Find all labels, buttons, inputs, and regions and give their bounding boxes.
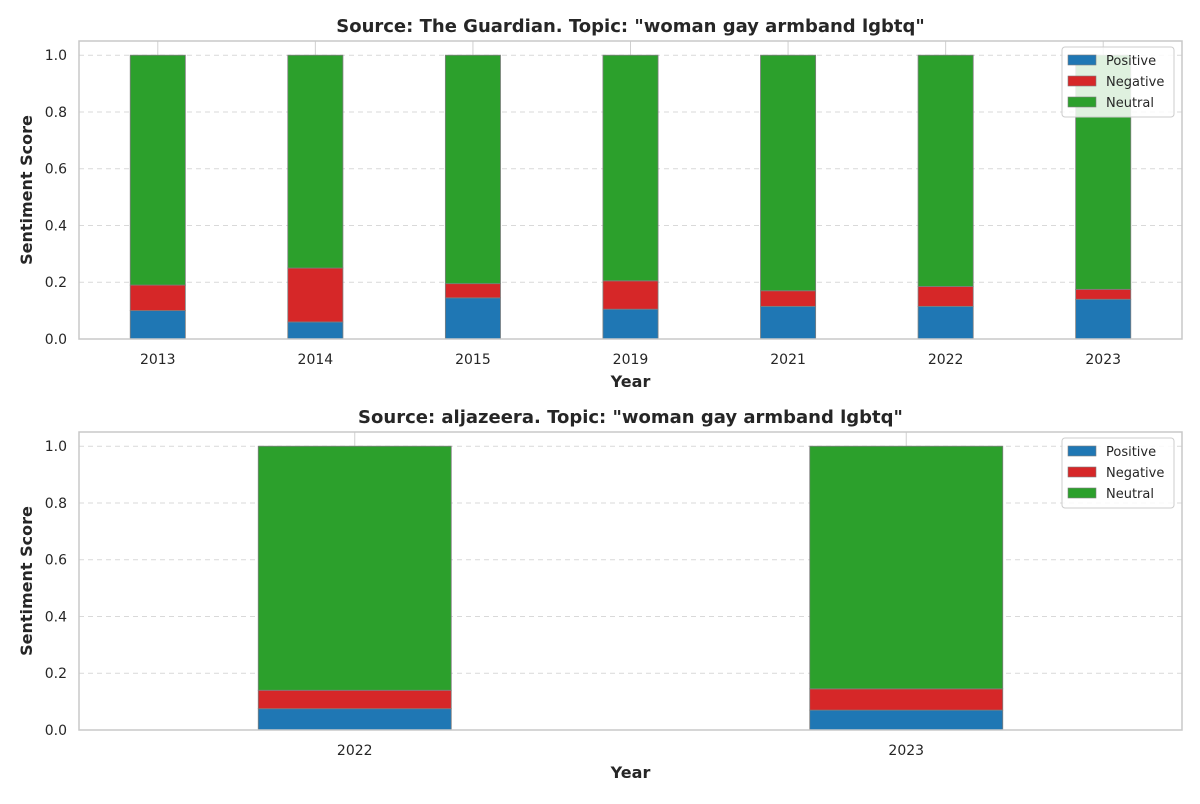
legend-swatch-positive (1067, 54, 1097, 66)
bar-positive-2014 (287, 321, 344, 340)
y-tick-label: 0.6 (45, 162, 67, 178)
legend-label-negative: Negative (1106, 75, 1164, 90)
bar-neutral-2023 (809, 445, 1004, 690)
bar-neutral-2019 (602, 54, 659, 282)
y-tick-label: 1.0 (45, 48, 67, 64)
legend-label-neutral: Neutral (1106, 96, 1154, 111)
y-tick-label: 0.8 (45, 105, 67, 121)
legend-label-positive: Positive (1106, 445, 1156, 460)
y-tick-label: 0.0 (45, 332, 67, 348)
legend-swatch-positive (1067, 445, 1097, 457)
bar-positive-2023 (1075, 298, 1132, 340)
bar-neutral-2022 (917, 54, 974, 287)
y-axis-label: Sentiment Score (17, 115, 36, 265)
x-axis-label: Year (610, 372, 651, 391)
bar-neutral-2013 (129, 54, 186, 286)
bar-negative-2021 (760, 290, 817, 307)
bar-positive-2013 (129, 310, 186, 340)
x-tick-label: 2014 (298, 352, 334, 368)
x-tick-label: 2023 (1085, 352, 1121, 368)
legend-swatch-neutral (1067, 96, 1097, 108)
y-tick-label: 1.0 (45, 439, 67, 455)
bar-neutral-2015 (444, 54, 501, 285)
y-tick-label: 0.2 (45, 666, 67, 682)
legend-label-neutral: Neutral (1106, 487, 1154, 502)
bar-negative-2023 (809, 688, 1004, 711)
bar-positive-2015 (444, 297, 501, 340)
bar-negative-2013 (129, 284, 186, 312)
y-tick-label: 0.6 (45, 553, 67, 569)
plot-frame (78, 40, 1183, 340)
y-tick-label: 0.0 (45, 723, 67, 739)
y-tick-label: 0.2 (45, 275, 67, 291)
bar-neutral-2021 (760, 54, 817, 292)
x-tick-label: 2022 (337, 743, 373, 759)
y-tick-label: 0.4 (45, 609, 67, 625)
bar-negative-2023 (1075, 288, 1132, 300)
x-tick-label: 2022 (928, 352, 964, 368)
bar-positive-2019 (602, 308, 659, 340)
x-tick-label: 2021 (770, 352, 806, 368)
x-tick-label: 2019 (613, 352, 649, 368)
legend-label-positive: Positive (1106, 54, 1156, 69)
bar-positive-2022 (257, 708, 452, 731)
legend-swatch-negative (1067, 466, 1097, 478)
bar-negative-2022 (257, 689, 452, 710)
bar-negative-2019 (602, 280, 659, 310)
plot-area (79, 432, 1182, 730)
bar-positive-2022 (917, 305, 974, 340)
legend-label-negative: Negative (1106, 466, 1164, 481)
bar-negative-2014 (287, 267, 344, 323)
y-tick-label: 0.8 (45, 496, 67, 512)
y-tick-label: 0.4 (45, 218, 67, 234)
plot-frame (78, 431, 1183, 731)
bar-negative-2015 (444, 283, 501, 299)
chart-title: Source: The Guardian. Topic: "woman gay … (336, 16, 925, 37)
bar-neutral-2014 (287, 54, 344, 269)
chart-title: Source: aljazeera. Topic: "woman gay arm… (358, 407, 903, 428)
x-axis-label: Year (610, 763, 651, 782)
bar-positive-2023 (809, 709, 1004, 731)
x-tick-label: 2023 (888, 743, 924, 759)
legend-swatch-negative (1067, 75, 1097, 87)
legend-swatch-neutral (1067, 487, 1097, 499)
x-tick-label: 2013 (140, 352, 176, 368)
bar-neutral-2022 (257, 445, 452, 691)
bar-negative-2022 (917, 286, 974, 307)
y-axis-label: Sentiment Score (17, 506, 36, 656)
bar-positive-2021 (760, 305, 817, 340)
x-tick-label: 2015 (455, 352, 491, 368)
